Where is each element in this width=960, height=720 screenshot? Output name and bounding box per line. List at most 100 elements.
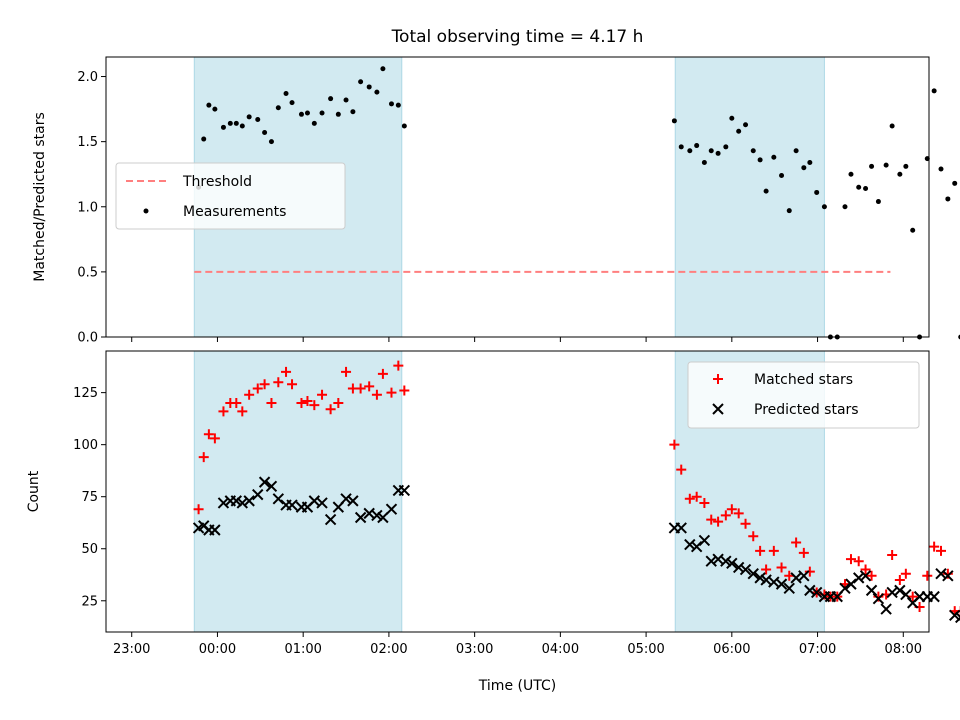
predicted-star-point: [324, 513, 337, 526]
matched-star-point: [768, 545, 779, 556]
measurement-point: [757, 157, 763, 163]
y-tick-label: 25: [81, 594, 98, 609]
predicted-star-point: [872, 592, 885, 605]
measurement-point: [903, 163, 909, 169]
predicted-star-point: [675, 522, 687, 534]
matched-star-point: [907, 591, 918, 602]
matched-star-point: [193, 504, 204, 515]
predicted-star-point: [900, 588, 912, 601]
measurement-point: [335, 111, 341, 117]
ratio-y-axis-label: Matched/Predicted stars: [32, 112, 48, 282]
measurement-point: [763, 188, 769, 194]
matched-star-point: [955, 606, 960, 617]
matched-star-point: [922, 570, 933, 581]
ratio-y-axis: 0.0 0.5 1.0 1.5 2.0: [77, 70, 106, 346]
measurement-point: [388, 101, 394, 107]
measurement-point: [793, 148, 799, 154]
matched-star-point: [936, 545, 947, 556]
threshold-legend-label: Threshold: [182, 174, 252, 190]
predicted-star-point: [775, 578, 788, 590]
measurement-point: [343, 97, 349, 103]
x-tick-label: 08:00: [885, 642, 922, 657]
x-tick-label: 01:00: [284, 642, 321, 657]
matched-star-point: [798, 547, 809, 558]
matched-star-point: [333, 398, 344, 409]
predicted-star-point: [286, 499, 298, 511]
observing-bands: [193, 56, 825, 338]
predicted-star-point: [340, 493, 352, 505]
time-x-axis: 23:00 00:00 01:00 02:00 03:00 04:00 05:00 06:00…: [113, 632, 922, 657]
matched-star-point: [302, 395, 313, 406]
measurement-point: [708, 148, 714, 154]
measurement-point: [268, 139, 274, 145]
predicted-star-point: [859, 570, 872, 582]
matched-star-point: [237, 406, 248, 417]
x-tick-label: 07:00: [799, 642, 836, 657]
predicted-star-point: [739, 563, 752, 576]
predicted-star-point: [230, 495, 243, 507]
matched-star-point: [761, 564, 772, 575]
y-tick-label: 100: [73, 438, 98, 453]
time-x-axis-label: Time (UTC): [478, 678, 556, 694]
matched-star-point: [309, 400, 320, 411]
count-y-axis-label: Count: [26, 470, 42, 512]
matched-star-point: [364, 381, 375, 392]
measurement-point: [328, 96, 334, 102]
ratio-legend: Threshold Measurements: [115, 162, 346, 230]
measurement-point: [801, 165, 807, 171]
measurement-point: [246, 114, 252, 120]
matched-star-point: [713, 516, 724, 527]
matched-legend-label: Matched stars: [754, 372, 853, 388]
predicted-star-point: [839, 582, 851, 594]
predicted-star-point: [949, 609, 960, 622]
legend-box: [115, 162, 346, 230]
predicted-star-point: [209, 524, 221, 536]
matched-star-point: [748, 531, 759, 542]
matched-star-point: [804, 566, 815, 577]
measurement-point: [736, 128, 742, 134]
measurement-point: [821, 204, 827, 210]
matched-star-point: [371, 389, 382, 400]
matched-star-point: [755, 545, 766, 556]
predicted-star-point: [377, 511, 389, 524]
x-tick-label: 00:00: [199, 642, 236, 657]
matched-star-point: [691, 491, 702, 502]
measurement-point: [863, 186, 869, 192]
measurement-point: [283, 90, 289, 96]
count-legend: Matched stars Predicted stars: [687, 361, 920, 429]
count-points: [192, 360, 960, 624]
count-panel: 25 50 75 100 125 23:00 00:00 01:00 02:00 03:00 04…: [26, 350, 960, 694]
matched-star-point: [776, 562, 787, 573]
y-tick-label: 50: [81, 542, 98, 557]
x-tick-label: 03:00: [456, 642, 493, 657]
predicted-legend-label: Predicted stars: [754, 402, 859, 418]
predicted-star-point: [804, 584, 816, 597]
measurement-point: [239, 123, 245, 129]
matched-legend-swatch: [713, 374, 723, 384]
measurement-point: [671, 118, 677, 124]
measurement-point: [729, 115, 735, 121]
measurement-point: [701, 159, 707, 165]
predicted-star-point: [880, 603, 892, 615]
measurement-point: [875, 199, 881, 205]
y-tick-label: 1.5: [77, 135, 98, 150]
observing-band: [674, 56, 825, 338]
matched-star-point: [726, 504, 737, 515]
measurement-point: [227, 120, 233, 126]
matched-star-point: [669, 439, 680, 450]
matched-star-point: [218, 406, 229, 417]
matched-star-point: [699, 497, 710, 508]
measurement-point: [889, 123, 895, 129]
matched-star-point: [684, 493, 695, 504]
y-tick-label: 75: [81, 490, 98, 505]
measurement-point: [255, 117, 261, 123]
measurement-point: [366, 84, 372, 90]
predicted-star-point: [798, 570, 810, 582]
matched-star-point: [341, 366, 352, 377]
predicted-star-point: [385, 503, 398, 515]
predicted-star-point: [398, 484, 411, 497]
matched-star-point: [231, 398, 242, 409]
measurement-point: [212, 106, 218, 112]
chart-title: Total observing time = 4.17 h: [391, 27, 644, 47]
